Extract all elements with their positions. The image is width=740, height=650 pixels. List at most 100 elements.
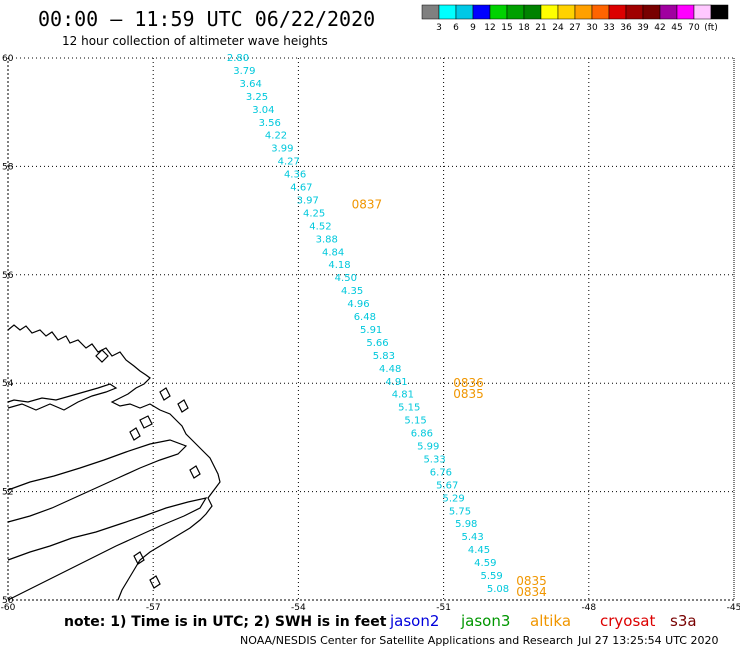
satellite-legend: jason2 jason3 altika cryosat s3a <box>389 612 697 630</box>
wave-height-value: 3.88 <box>316 234 338 245</box>
wave-height-value: 4.36 <box>284 170 306 181</box>
longitude-label: -51 <box>436 603 451 613</box>
satellite-legend-item: s3a <box>670 612 697 630</box>
colorbar-label: 30 <box>586 23 598 33</box>
colorbar-swatch <box>659 4 678 20</box>
colorbar-label: 6 <box>453 23 459 33</box>
wave-height-value: 4.50 <box>335 273 357 284</box>
wave-height-value: 4.18 <box>328 260 350 271</box>
wave-height-value: 4.27 <box>278 157 300 168</box>
coastline-lake-melville <box>7 439 188 523</box>
wave-height-value: 4.84 <box>322 247 344 258</box>
colorbar-label: 27 <box>569 23 580 33</box>
longitude-label: -57 <box>146 603 161 613</box>
wave-height-value: 3.99 <box>271 144 293 155</box>
wave-height-value: 5.29 <box>442 493 464 504</box>
wave-height-value: 4.52 <box>309 221 331 232</box>
colorbar-swatch <box>540 4 559 20</box>
wave-height-value: 2.80 <box>227 53 249 64</box>
colorbar-label: 18 <box>518 23 530 33</box>
colorbar-swatch <box>523 4 542 20</box>
wave-height-value: 5.91 <box>360 325 382 336</box>
colorbar-swatch <box>557 4 576 20</box>
wave-height-value: 4.91 <box>385 377 407 388</box>
colorbar-swatch <box>625 4 644 20</box>
pass-time-label: 0834 <box>516 585 547 599</box>
wave-height-value: 4.67 <box>290 183 312 194</box>
pass-time-label: 0835 <box>516 574 547 588</box>
latitude-label: 54 <box>2 379 14 389</box>
wave-height-value: 3.56 <box>259 118 281 129</box>
wave-height-value: 5.33 <box>423 454 445 465</box>
colorbar-swatch <box>710 4 729 20</box>
pass-time-label: 0836 <box>453 376 484 390</box>
longitude-label: -45 <box>727 603 740 613</box>
colorbar-label: 12 <box>484 23 495 33</box>
colorbar-label: 36 <box>620 23 632 33</box>
colorbar-swatch <box>591 4 610 20</box>
wave-height-value: 4.96 <box>347 299 369 310</box>
wave-height-value: 6.86 <box>411 429 433 440</box>
latitude-labels: 60 58 56 54 52 50 <box>2 54 14 606</box>
wave-height-value: 3.25 <box>246 92 268 103</box>
colorbar-label: 33 <box>603 23 614 33</box>
wave-height-value: 4.48 <box>379 364 401 375</box>
colorbar-label: 3 <box>436 23 442 33</box>
colorbar-label: 24 <box>552 23 564 33</box>
wave-height-value: 4.59 <box>474 558 496 569</box>
pass-time-label: 0837 <box>352 197 383 211</box>
colorbar-swatch <box>506 4 525 20</box>
satellite-legend-item: cryosat <box>600 612 655 630</box>
map-grid <box>7 57 735 601</box>
colorbar-swatch <box>608 4 627 20</box>
coastline-islands <box>95 349 201 589</box>
page-title: 00:00 – 11:59 UTC 06/22/2020 <box>38 7 375 31</box>
colorbar-label: 9 <box>470 23 476 33</box>
colorbar-label: 70 <box>688 23 700 33</box>
wave-height-value: 3.64 <box>240 79 262 90</box>
wave-height-value: 6.76 <box>430 467 452 478</box>
wave-height-value: 3.97 <box>297 195 319 206</box>
page-subtitle: 12 hour collection of altimeter wave hei… <box>62 34 328 48</box>
latitude-label: 52 <box>2 488 13 498</box>
colorbar-swatch <box>693 4 712 20</box>
wave-height-value: 3.79 <box>233 66 255 77</box>
footer-credit: NOAA/NESDIS Center for Satellite Applica… <box>240 634 573 647</box>
colorbar-swatch <box>574 4 593 20</box>
wave-height-value: 4.35 <box>341 286 363 297</box>
wave-height-value: 4.81 <box>392 390 414 401</box>
colorbar-label: 42 <box>654 23 665 33</box>
coastline-south-shore <box>7 497 208 601</box>
colorbar-swatch <box>676 4 695 20</box>
satellite-legend-item: jason3 <box>460 612 510 630</box>
coastline <box>7 324 221 601</box>
wave-height-value: 5.83 <box>373 351 395 362</box>
longitude-label: -54 <box>291 603 306 613</box>
longitude-label: -48 <box>581 603 596 613</box>
map-frame <box>7 57 735 601</box>
wave-height-value: 4.22 <box>265 131 287 142</box>
wave-height-value: 6.48 <box>354 312 376 323</box>
colorbar-label: 21 <box>535 23 546 33</box>
colorbar-label: 15 <box>501 23 512 33</box>
satellite-legend-item: altika <box>530 612 571 630</box>
latitude-label: 50 <box>2 596 14 606</box>
satellite-legend-item: jason2 <box>389 612 439 630</box>
footer-timestamp: Jul 27 13:25:54 UTC 2020 <box>577 634 718 647</box>
wave-height-value: 4.25 <box>303 208 325 219</box>
wave-height-track: 2.80 3.79 3.64 3.25 3.04 3.56 4.22 3.99 4.27 4.36… <box>227 53 509 595</box>
longitude-label: -60 <box>1 603 16 613</box>
colorbar-swatch <box>438 4 457 20</box>
colorbar-label: (ft) <box>704 23 718 33</box>
wave-height-value: 5.67 <box>436 480 458 491</box>
wave-height-value: 5.08 <box>487 584 509 595</box>
wave-height-value: 5.59 <box>481 571 503 582</box>
pass-time-label: 0835 <box>453 387 484 401</box>
latitude-label: 58 <box>2 162 14 172</box>
wave-height-value: 5.15 <box>404 416 426 427</box>
latitude-label: 60 <box>2 54 14 64</box>
longitude-labels: -60 -57 -54 -51 -48 -45 <box>1 603 740 613</box>
wave-height-value: 5.99 <box>417 442 439 453</box>
